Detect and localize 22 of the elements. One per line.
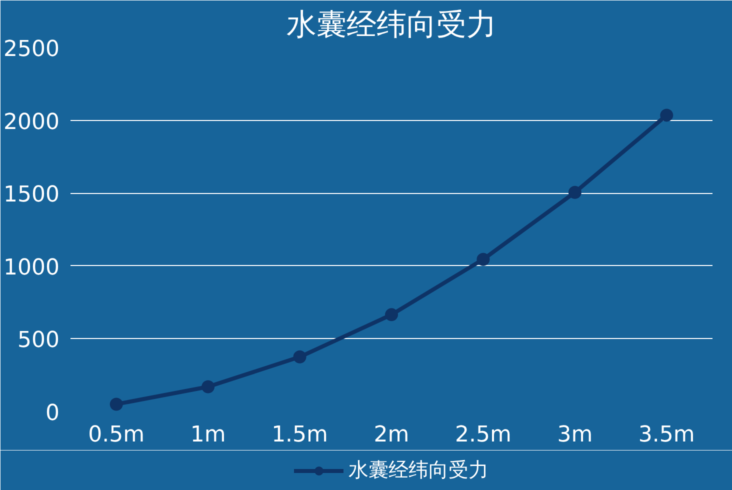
y-tick-label: 1500 bbox=[4, 182, 60, 208]
point bbox=[660, 108, 674, 122]
x-tick-label: 2.5m bbox=[455, 422, 512, 448]
x-tick-label: 2m bbox=[374, 422, 410, 448]
y-tick-label: 0 bbox=[46, 401, 60, 426]
point bbox=[476, 252, 490, 266]
y-tick-label: 500 bbox=[18, 328, 60, 354]
x-tick-label: 3.5m bbox=[638, 422, 695, 448]
x-tick-label: 1.5m bbox=[272, 422, 328, 448]
x-tick-label: 1m bbox=[190, 422, 226, 448]
point bbox=[293, 350, 306, 364]
y-tick-label: 2000 bbox=[4, 110, 60, 135]
point bbox=[568, 186, 582, 199]
y-tick-label: 1000 bbox=[4, 255, 60, 280]
point bbox=[385, 308, 398, 322]
point bbox=[110, 398, 123, 411]
x-tick-label: 0.5m bbox=[88, 422, 145, 448]
chart-title: 水囊经纬向受力 bbox=[286, 8, 496, 42]
x-tick-label: 3m bbox=[557, 422, 593, 448]
legend-label: 水囊经纬向受力 bbox=[348, 456, 488, 484]
y-tick-label: 2500 bbox=[4, 37, 60, 62]
point bbox=[202, 380, 215, 394]
